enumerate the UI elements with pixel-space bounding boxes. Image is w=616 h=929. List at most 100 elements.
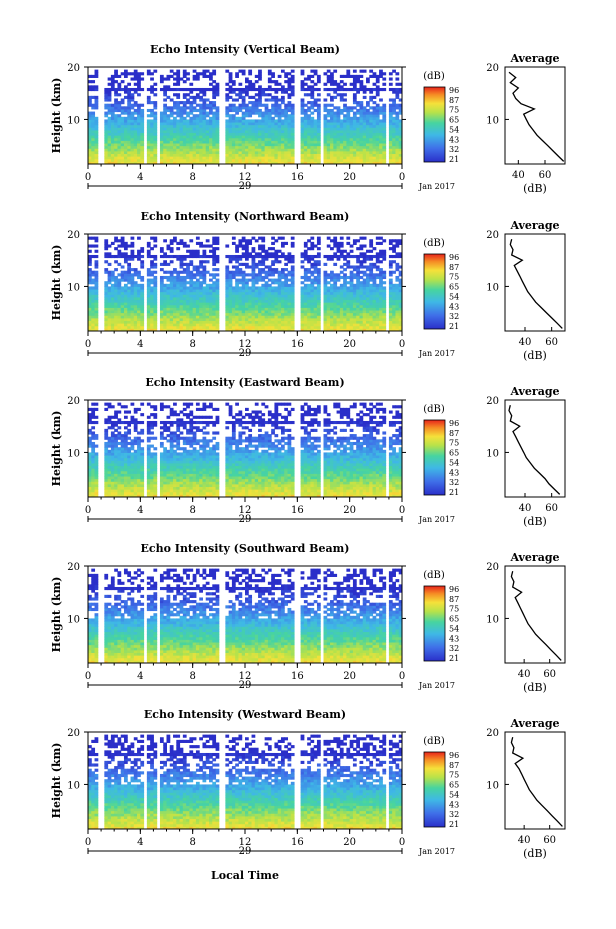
heatmap-cell — [150, 148, 154, 152]
heatmap-cell — [248, 148, 253, 152]
heatmap-cell — [238, 122, 243, 126]
heatmap-cell — [166, 150, 171, 155]
heatmap-cell — [195, 132, 200, 136]
heatmap-cell — [114, 122, 118, 126]
heatmap-cell — [159, 262, 164, 266]
heatmap-cell — [245, 156, 249, 160]
heatmap-cell — [192, 281, 197, 285]
heatmap-cell — [267, 69, 272, 73]
heatmap-cell — [117, 145, 122, 149]
colorbar-tick-label: 65 — [449, 283, 459, 292]
heatmap-cell — [169, 106, 174, 110]
date-marker: 29 — [239, 181, 252, 192]
heatmap-cell — [199, 145, 203, 149]
heatmap-cell — [173, 148, 177, 152]
heatmap-cell — [352, 111, 357, 115]
heatmap-cell — [189, 161, 194, 165]
heatmap-cell — [94, 106, 99, 110]
heatmap-cell — [303, 268, 308, 272]
heatmap-cell — [199, 114, 203, 118]
heatmap-cell — [199, 148, 203, 152]
heatmap-cell — [176, 137, 181, 141]
heatmap-cell — [251, 236, 256, 240]
heatmap-cell — [159, 145, 164, 149]
heatmap-cell — [140, 119, 145, 123]
heatmap-cell — [186, 161, 190, 165]
heatmap-cell — [104, 93, 109, 97]
heatmap-cell — [120, 156, 125, 160]
heatmap-cell — [215, 129, 220, 134]
heatmap-cell — [205, 87, 210, 92]
heatmap-cell — [107, 119, 112, 123]
heatmap-cell — [104, 148, 109, 152]
heatmap-cell — [326, 74, 331, 78]
heatmap-cell — [110, 137, 115, 141]
heatmap-cell — [248, 150, 253, 155]
heatmap-cell — [150, 77, 154, 81]
heatmap-cell — [375, 74, 380, 78]
heatmap-cell — [173, 145, 177, 149]
heatmap-cell — [245, 87, 249, 92]
heatmap-cell — [280, 85, 285, 89]
heatmap-cell — [110, 161, 115, 165]
heatmap-cell — [225, 143, 230, 147]
heatmap-cell — [238, 116, 243, 120]
heatmap-cell — [248, 286, 253, 290]
heatmap-cell — [258, 119, 262, 123]
heatmap-cell — [123, 108, 128, 113]
date-label: Jan 2017 — [418, 182, 455, 191]
heatmap-cell — [241, 262, 246, 266]
heatmap-cell — [241, 143, 246, 147]
heatmap-cell — [127, 95, 132, 99]
heatmap-cell — [189, 95, 194, 99]
heatmap-cell — [179, 239, 184, 243]
heatmap-cell — [339, 119, 344, 123]
heatmap-cell — [195, 153, 200, 157]
heatmap-cell — [123, 72, 128, 76]
heatmap-cell — [199, 270, 203, 274]
heatmap-cell — [388, 82, 393, 86]
heatmap-cell — [153, 137, 158, 141]
heatmap-cell — [369, 74, 374, 78]
heatmap-cell — [117, 150, 122, 155]
heatmap-cell — [182, 129, 187, 134]
heatmap-cell — [212, 247, 217, 251]
heatmap-cell — [176, 132, 181, 136]
heatmap-cell — [228, 254, 233, 259]
heatmap-cell — [173, 106, 177, 110]
heatmap-cell — [137, 124, 141, 128]
heatmap-cell — [150, 140, 154, 144]
heatmap-cell — [261, 244, 266, 248]
heatmap-cell — [91, 161, 96, 165]
heatmap-cell — [159, 254, 164, 259]
heatmap-cell — [333, 95, 338, 99]
heatmap-cell — [330, 254, 334, 259]
heatmap-cell — [195, 265, 200, 269]
heatmap-cell — [202, 111, 207, 115]
heatmap-cell — [349, 116, 354, 120]
heatmap-cell — [127, 156, 132, 160]
heatmap-cell — [163, 103, 167, 107]
heatmap-cell — [280, 69, 285, 73]
heatmap-cell — [356, 74, 360, 78]
heatmap-cell — [264, 249, 269, 253]
heatmap-cell — [366, 265, 370, 269]
avg-x-tick-label: 60 — [539, 170, 552, 181]
avg-x-tick-label: 40 — [512, 170, 525, 181]
heatmap-cell — [343, 82, 347, 86]
heatmap-cell — [182, 275, 187, 280]
heatmap-cell — [182, 69, 187, 73]
heatmap-cell — [163, 135, 167, 139]
heatmap-cell — [248, 135, 253, 139]
heatmap-cell — [382, 239, 387, 243]
heatmap-cell — [182, 132, 187, 136]
heatmap-cell — [150, 85, 154, 89]
heatmap-cell — [169, 140, 174, 144]
heatmap-cell — [104, 129, 109, 134]
heatmap-cell — [159, 111, 164, 115]
heatmap-cell — [215, 111, 220, 115]
heatmap-cell — [195, 122, 200, 126]
heatmap-cell — [316, 93, 321, 97]
heatmap-cell — [225, 82, 230, 86]
